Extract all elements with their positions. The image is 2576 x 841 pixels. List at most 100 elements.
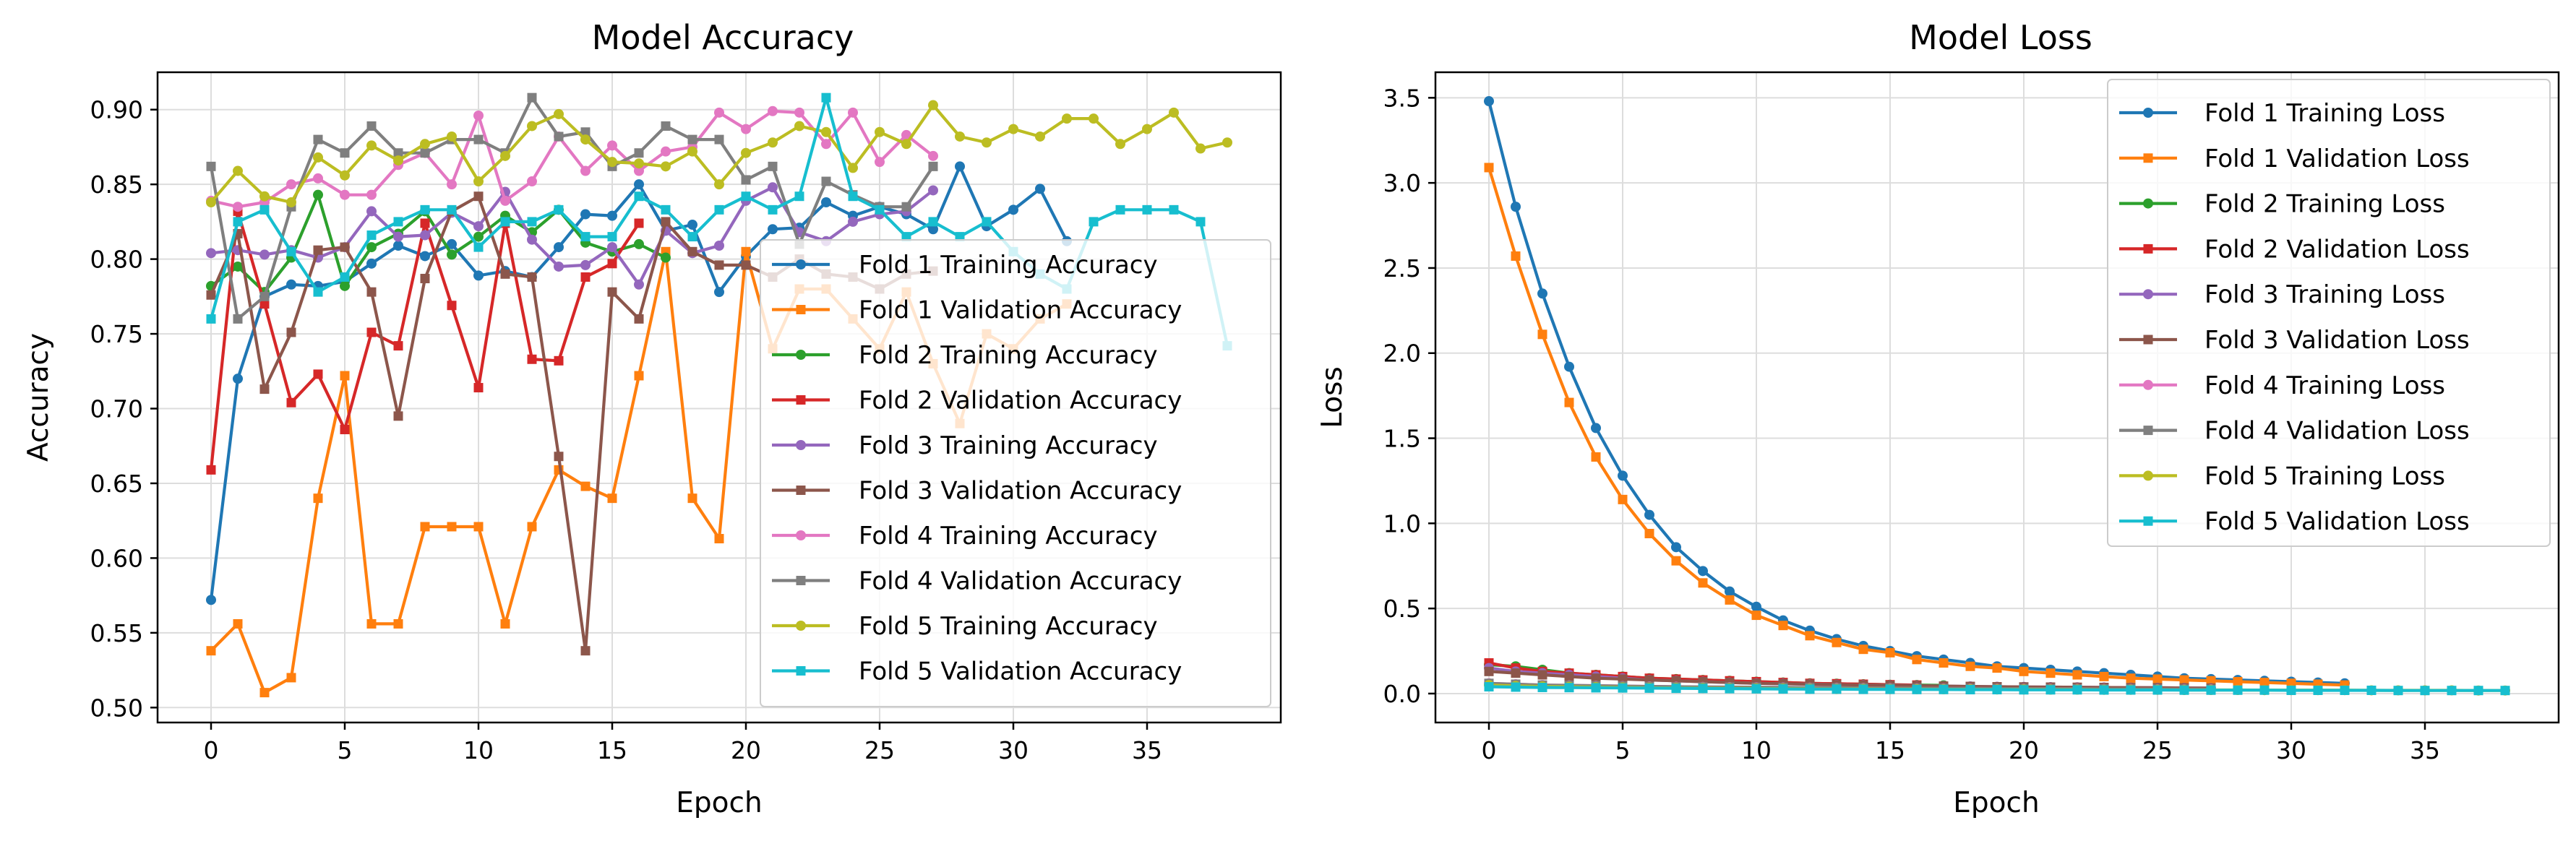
data-point <box>1992 663 2002 673</box>
data-point <box>366 189 377 200</box>
data-point <box>313 287 323 297</box>
data-point <box>1671 542 1681 553</box>
data-point <box>661 161 671 172</box>
x-tick-label: 30 <box>998 736 1029 764</box>
data-point <box>420 218 430 228</box>
data-point <box>714 534 724 544</box>
data-point <box>473 191 484 202</box>
data-point <box>741 191 751 202</box>
data-point <box>1832 637 1842 647</box>
data-point <box>1618 494 1628 504</box>
data-point <box>634 158 644 169</box>
legend-swatch-marker <box>796 350 806 360</box>
data-point <box>661 217 671 227</box>
legend-item: Fold 2 Training Loss <box>2119 190 2445 219</box>
data-point <box>580 481 591 491</box>
x-tick-label: 25 <box>864 736 895 764</box>
data-point <box>687 146 697 157</box>
data-point <box>206 465 216 475</box>
data-point <box>393 618 403 629</box>
data-point <box>2179 675 2189 685</box>
data-point <box>875 204 885 215</box>
legend-item: Fold 5 Validation Accuracy <box>772 657 1182 686</box>
data-point <box>821 139 831 150</box>
y-tick-label: 0.50 <box>90 694 143 722</box>
data-point <box>1751 601 1761 612</box>
data-point <box>313 189 323 200</box>
data-point <box>1537 670 1547 680</box>
data-point <box>1089 113 1099 124</box>
data-point <box>1511 202 1521 212</box>
data-point <box>687 134 697 145</box>
legend-label: Fold 5 Training Loss <box>2204 462 2445 491</box>
data-point <box>1725 595 1735 605</box>
legend-swatch-marker <box>796 666 806 676</box>
series-fold-4-validation-accuracy <box>206 92 938 324</box>
data-point <box>848 163 858 173</box>
data-point <box>447 131 457 142</box>
data-point <box>634 371 644 381</box>
data-point <box>1142 204 1152 215</box>
data-point <box>794 121 804 131</box>
data-point <box>1644 683 1654 693</box>
data-point <box>1511 682 1521 692</box>
data-point <box>1484 682 1494 692</box>
data-point <box>313 245 323 255</box>
data-point <box>1564 671 1574 681</box>
data-point <box>259 291 270 301</box>
data-point <box>420 251 430 262</box>
legend-label: Fold 5 Training Accuracy <box>859 612 1158 641</box>
data-point <box>340 424 350 434</box>
data-point <box>1195 143 1206 154</box>
legend-swatch-marker <box>2143 289 2153 300</box>
data-point <box>527 272 537 282</box>
data-point <box>607 210 617 221</box>
data-point <box>928 150 938 161</box>
data-point <box>206 595 216 605</box>
data-point <box>741 124 751 134</box>
data-point <box>634 314 644 324</box>
data-point <box>2259 678 2270 688</box>
y-tick-label: 0.90 <box>90 96 143 124</box>
data-point <box>366 618 377 629</box>
x-tick-label: 5 <box>1615 736 1631 764</box>
data-point <box>2206 676 2216 686</box>
data-point <box>1618 470 1628 481</box>
data-point <box>1008 124 1018 134</box>
data-point <box>286 397 296 407</box>
data-point <box>233 261 243 272</box>
data-point <box>473 221 484 232</box>
data-point <box>1169 107 1179 118</box>
data-point <box>393 241 403 251</box>
data-point <box>527 121 537 131</box>
data-point <box>661 121 671 131</box>
data-point <box>2286 685 2296 695</box>
data-point <box>1725 683 1735 694</box>
data-point <box>313 369 323 379</box>
legend-item: Fold 3 Validation Accuracy <box>772 477 1182 506</box>
data-point <box>607 232 617 242</box>
y-tick-label: 0.70 <box>90 395 143 423</box>
data-point <box>821 92 831 103</box>
data-point <box>447 204 457 215</box>
data-point <box>393 231 403 242</box>
data-point <box>1885 647 1895 657</box>
data-point <box>1564 361 1574 372</box>
legend-item: Fold 5 Training Accuracy <box>772 612 1158 641</box>
data-point <box>286 197 296 207</box>
y-tick-label: 0.0 <box>1383 680 1421 708</box>
legend-box <box>760 239 1271 707</box>
data-point <box>982 137 992 148</box>
data-point <box>2500 686 2510 696</box>
data-point <box>848 216 858 227</box>
data-point <box>1591 673 1601 683</box>
data-point <box>2152 685 2163 695</box>
data-point <box>259 191 270 202</box>
data-point <box>447 522 457 532</box>
legend-label: Fold 3 Validation Accuracy <box>859 477 1182 506</box>
x-tick-label: 5 <box>338 736 353 764</box>
data-point <box>366 327 377 337</box>
legend-item: Fold 4 Validation Loss <box>2119 417 2470 446</box>
data-point <box>447 179 457 190</box>
